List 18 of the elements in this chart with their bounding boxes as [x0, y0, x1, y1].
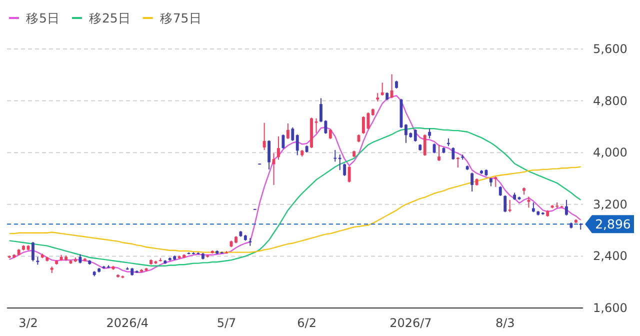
legend-label: 移75日: [160, 10, 202, 26]
y-tick-label: 3,200: [593, 197, 628, 212]
y-tick-label: 2,400: [593, 249, 628, 264]
ref-line-label: 2,896: [595, 216, 631, 232]
y-tick-label: 4,800: [593, 94, 628, 108]
x-tick-label: 5/7: [216, 316, 236, 330]
x-tick-label: 2026/7: [390, 316, 432, 330]
line-series: [8, 166, 582, 253]
price-tag: 2,896: [585, 215, 634, 234]
y-tick-label: 4,000: [593, 146, 628, 160]
y-tick-label: 1,600: [593, 301, 628, 315]
x-tick-label: 8/3: [495, 316, 515, 330]
x-tick-label: 6/2: [297, 316, 316, 330]
legend-label: 移25日: [88, 10, 131, 26]
legend-label: 移5日: [26, 10, 60, 26]
x-tick-label: 2026/4: [106, 316, 149, 330]
y-tick-label: 5,600: [593, 42, 628, 56]
x-tick-label: 3/2: [18, 316, 38, 330]
